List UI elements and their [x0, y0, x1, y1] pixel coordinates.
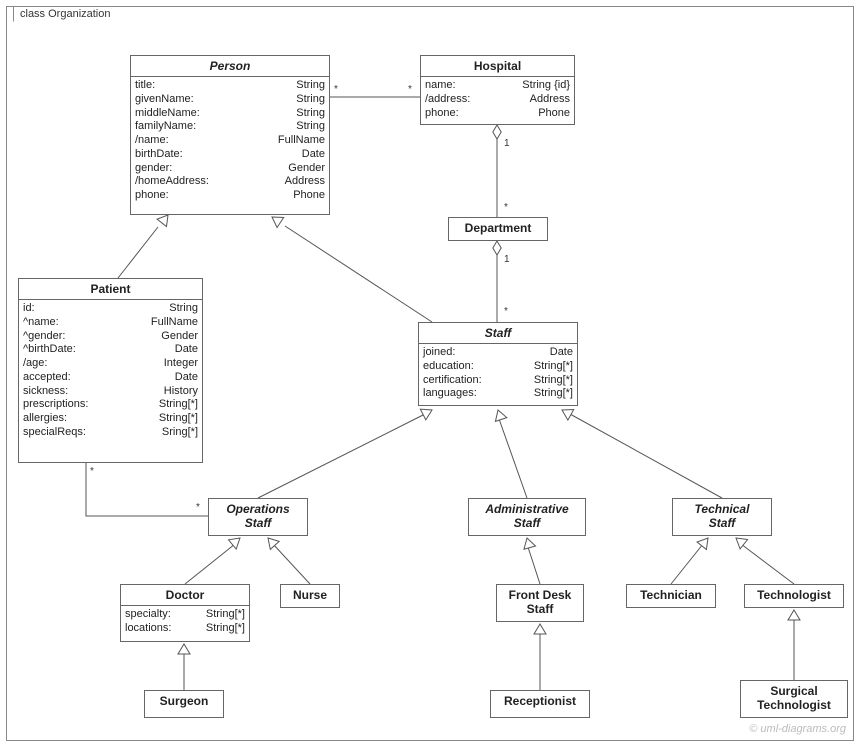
attr-row: phone:Phone	[135, 189, 325, 203]
multiplicity: *	[504, 202, 508, 213]
attr-row: id:String	[23, 302, 198, 316]
class-attrs: id:String^name:FullName^gender:Gender^bi…	[19, 300, 202, 442]
attr-row: /address:Address	[425, 93, 570, 107]
class-title: Person	[131, 56, 329, 77]
class-attrs: joined:Dateeducation:String[*]certificat…	[419, 344, 577, 403]
class-title: Doctor	[121, 585, 249, 606]
class-AdministrativeStaff: AdministrativeStaff	[468, 498, 586, 536]
class-Receptionist: Receptionist	[490, 690, 590, 718]
class-title: Hospital	[421, 56, 574, 77]
class-title: Nurse	[281, 585, 339, 605]
class-Technologist: Technologist	[744, 584, 844, 608]
class-title: Patient	[19, 279, 202, 300]
attr-row: middleName:String	[135, 107, 325, 121]
class-title: Receptionist	[491, 691, 589, 711]
class-Doctor: Doctorspecialty:String[*]locations:Strin…	[120, 584, 250, 642]
class-Hospital: Hospitalname:String {id}/address:Address…	[420, 55, 575, 125]
attr-row: allergies:String[*]	[23, 412, 198, 426]
attr-row: joined:Date	[423, 346, 573, 360]
class-OperationsStaff: OperationsStaff	[208, 498, 308, 536]
multiplicity: 1	[504, 254, 510, 265]
class-Patient: Patientid:String^name:FullName^gender:Ge…	[18, 278, 203, 463]
class-TechnicalStaff: TechnicalStaff	[672, 498, 772, 536]
attr-row: phone:Phone	[425, 107, 570, 121]
class-Staff: Staffjoined:Dateeducation:String[*]certi…	[418, 322, 578, 406]
attr-row: familyName:String	[135, 120, 325, 134]
attr-row: certification:String[*]	[423, 374, 573, 388]
class-title: Surgeon	[145, 691, 223, 711]
multiplicity: 1	[504, 138, 510, 149]
attr-row: ^gender:Gender	[23, 330, 198, 344]
attr-row: accepted:Date	[23, 371, 198, 385]
class-title: Technician	[627, 585, 715, 605]
class-FrontDeskStaff: Front DeskStaff	[496, 584, 584, 622]
attr-row: specialty:String[*]	[125, 608, 245, 622]
attr-row: languages:String[*]	[423, 387, 573, 401]
attr-row: givenName:String	[135, 93, 325, 107]
class-Surgeon: Surgeon	[144, 690, 224, 718]
multiplicity: *	[196, 502, 200, 513]
class-attrs: title:StringgivenName:StringmiddleName:S…	[131, 77, 329, 205]
class-title: Technologist	[745, 585, 843, 605]
class-Department: Department	[448, 217, 548, 241]
watermark: © uml-diagrams.org	[749, 723, 846, 735]
attr-row: sickness:History	[23, 385, 198, 399]
class-title: Department	[449, 218, 547, 238]
attr-row: /age:Integer	[23, 357, 198, 371]
class-Nurse: Nurse	[280, 584, 340, 608]
attr-row: education:String[*]	[423, 360, 573, 374]
class-attrs: name:String {id}/address:Addressphone:Ph…	[421, 77, 574, 122]
class-title: Front DeskStaff	[497, 585, 583, 619]
class-Technician: Technician	[626, 584, 716, 608]
attr-row: /homeAddress:Address	[135, 175, 325, 189]
multiplicity: *	[504, 306, 508, 317]
class-title: OperationsStaff	[209, 499, 307, 533]
multiplicity: *	[90, 466, 94, 477]
attr-row: /name:FullName	[135, 134, 325, 148]
attr-row: ^name:FullName	[23, 316, 198, 330]
attr-row: ^birthDate:Date	[23, 343, 198, 357]
attr-row: specialReqs:Sring[*]	[23, 426, 198, 440]
class-attrs: specialty:String[*]locations:String[*]	[121, 606, 249, 638]
attr-row: name:String {id}	[425, 79, 570, 93]
multiplicity: *	[408, 84, 412, 95]
class-title: SurgicalTechnologist	[741, 681, 847, 715]
class-SurgicalTechnologist: SurgicalTechnologist	[740, 680, 848, 718]
attr-row: locations:String[*]	[125, 622, 245, 636]
attr-row: title:String	[135, 79, 325, 93]
multiplicity: *	[334, 84, 338, 95]
class-title: AdministrativeStaff	[469, 499, 585, 533]
attr-row: prescriptions:String[*]	[23, 398, 198, 412]
class-title: TechnicalStaff	[673, 499, 771, 533]
frame-label: class Organization	[13, 6, 122, 22]
class-title: Staff	[419, 323, 577, 344]
attr-row: gender:Gender	[135, 162, 325, 176]
diagram-canvas: class Organization © uml-diagrams.org Pe…	[0, 0, 860, 747]
class-Person: Persontitle:StringgivenName:Stringmiddle…	[130, 55, 330, 215]
attr-row: birthDate:Date	[135, 148, 325, 162]
